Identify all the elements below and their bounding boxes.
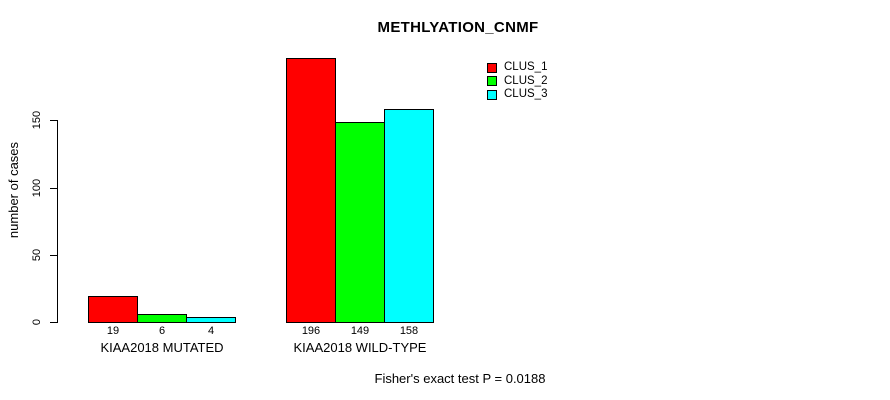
y-axis-tick-label: 150 <box>31 111 43 130</box>
category-label: KIAA2018 WILD-TYPE <box>293 340 427 355</box>
legend-item-label: CLUS_1 <box>504 61 548 73</box>
legend: CLUS_1 CLUS_2 CLUS_3 <box>487 61 548 103</box>
bar-value-label: 149 <box>350 325 370 337</box>
y-axis-label: number of cases <box>6 141 21 239</box>
y-axis-tick <box>50 120 57 122</box>
bar-value-label: 6 <box>158 325 166 337</box>
bar-value-label: 4 <box>207 325 215 337</box>
y-axis-tick <box>50 187 57 189</box>
y-axis-tick-label: 100 <box>31 178 43 197</box>
bar-clus-2-kiaa2018-mutated <box>137 313 187 323</box>
bar-value-label: 158 <box>399 325 419 337</box>
bar-value-label: 196 <box>301 325 321 337</box>
bar-clus-3-kiaa2018-mutated <box>186 316 236 323</box>
bar-clus-2-kiaa2018-wild-type <box>335 121 385 323</box>
category-label: KIAA2018 MUTATED <box>100 340 224 355</box>
annotation-text: Fisher's exact test P = 0.0188 <box>374 371 546 386</box>
y-axis-tick <box>50 322 57 323</box>
bar-value-label: 19 <box>106 325 120 337</box>
chart-title: METHLYATION_CNMF <box>377 19 539 36</box>
legend-item-clus-1: CLUS_1 <box>487 61 548 73</box>
y-axis-line <box>57 120 58 323</box>
legend-swatch <box>487 76 497 86</box>
legend-item-label: CLUS_2 <box>504 74 548 87</box>
y-axis-tick-label: 50 <box>31 248 43 261</box>
y-axis-tick <box>50 254 57 256</box>
legend-swatch <box>487 89 497 100</box>
bar-clus-1-kiaa2018-mutated <box>88 296 138 323</box>
y-axis-tick-label: 0 <box>31 318 43 326</box>
legend-item-label: CLUS_3 <box>504 88 548 100</box>
legend-swatch <box>487 62 497 73</box>
bar-clus-1-kiaa2018-wild-type <box>286 58 336 323</box>
bar-clus-3-kiaa2018-wild-type <box>384 109 434 323</box>
legend-item-clus-2: CLUS_2 <box>487 74 548 87</box>
legend-item-clus-3: CLUS_3 <box>487 88 548 100</box>
